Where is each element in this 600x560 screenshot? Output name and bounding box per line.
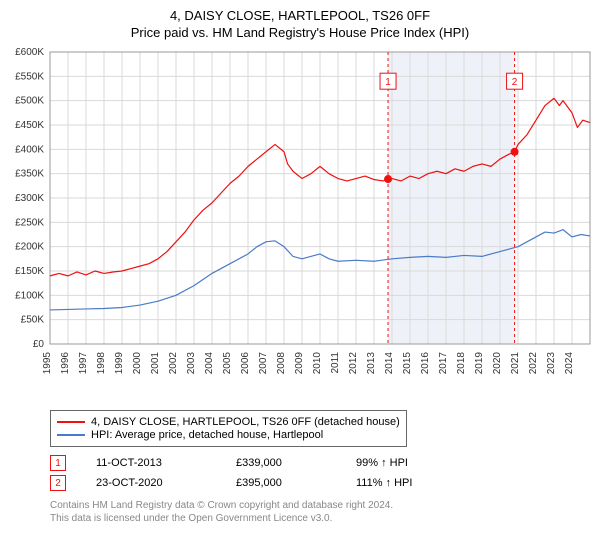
svg-text:2011: 2011	[330, 352, 341, 374]
svg-text:2003: 2003	[186, 352, 197, 375]
svg-text:1: 1	[385, 77, 391, 88]
event-badge: 1	[50, 455, 66, 471]
svg-text:2001: 2001	[150, 352, 161, 375]
svg-text:2018: 2018	[456, 352, 467, 375]
svg-text:2: 2	[512, 77, 518, 88]
event-badge: 2	[50, 475, 66, 491]
legend-label: 4, DAISY CLOSE, HARTLEPOOL, TS26 0FF (de…	[91, 416, 400, 428]
svg-text:£250K: £250K	[15, 217, 44, 228]
svg-text:2024: 2024	[564, 352, 575, 375]
event-date: 23-OCT-2020	[96, 477, 206, 489]
event-row: 1 11-OCT-2013 £339,000 99% ↑ HPI	[50, 455, 592, 471]
svg-text:2000: 2000	[132, 352, 143, 375]
svg-text:£50K: £50K	[21, 315, 45, 326]
svg-text:£100K: £100K	[15, 290, 44, 301]
svg-text:£550K: £550K	[15, 71, 44, 82]
svg-text:£150K: £150K	[15, 266, 44, 277]
event-pct: 99% ↑ HPI	[356, 457, 408, 469]
svg-text:2010: 2010	[312, 352, 323, 375]
legend-box: 4, DAISY CLOSE, HARTLEPOOL, TS26 0FF (de…	[50, 410, 407, 447]
footer-line-1: Contains HM Land Registry data © Crown c…	[50, 499, 592, 512]
svg-text:2019: 2019	[474, 352, 485, 375]
chart-svg: £0 £50K £100K £150K £200K £250K £300K £350K £400…	[0, 44, 600, 404]
svg-text:1996: 1996	[60, 352, 71, 375]
svg-text:£400K: £400K	[15, 144, 44, 155]
event-price: £395,000	[236, 477, 326, 489]
svg-text:£500K: £500K	[15, 96, 44, 107]
svg-text:2004: 2004	[204, 352, 215, 375]
svg-text:2008: 2008	[276, 352, 287, 375]
svg-text:2013: 2013	[366, 352, 377, 375]
event-date: 11-OCT-2013	[96, 457, 206, 469]
legend-row: HPI: Average price, detached house, Hart…	[57, 429, 400, 441]
svg-text:£0: £0	[33, 339, 45, 350]
svg-text:£450K: £450K	[15, 120, 44, 131]
svg-text:£600K: £600K	[15, 47, 44, 58]
svg-text:2006: 2006	[240, 352, 251, 375]
svg-text:£200K: £200K	[15, 242, 44, 253]
event-row: 2 23-OCT-2020 £395,000 111% ↑ HPI	[50, 475, 592, 491]
svg-text:1997: 1997	[78, 352, 89, 375]
svg-text:£350K: £350K	[15, 169, 44, 180]
svg-text:2017: 2017	[438, 352, 449, 375]
svg-text:2023: 2023	[546, 352, 557, 375]
svg-text:2015: 2015	[402, 352, 413, 375]
svg-text:2021: 2021	[510, 352, 521, 375]
chart-container: 4, DAISY CLOSE, HARTLEPOOL, TS26 0FF Pri…	[0, 0, 600, 525]
svg-text:2012: 2012	[348, 352, 359, 375]
svg-text:2020: 2020	[492, 352, 503, 375]
svg-text:£300K: £300K	[15, 193, 44, 204]
svg-text:2014: 2014	[384, 352, 395, 375]
svg-text:2005: 2005	[222, 352, 233, 375]
svg-text:1999: 1999	[114, 352, 125, 375]
svg-text:2009: 2009	[294, 352, 305, 375]
svg-text:1995: 1995	[42, 352, 53, 375]
chart-area: £0 £50K £100K £150K £200K £250K £300K £350K £400…	[0, 44, 600, 404]
title-block: 4, DAISY CLOSE, HARTLEPOOL, TS26 0FF Pri…	[0, 0, 600, 44]
legend-label: HPI: Average price, detached house, Hart…	[91, 429, 323, 441]
events-table: 1 11-OCT-2013 £339,000 99% ↑ HPI 2 23-OCT-202…	[50, 455, 592, 491]
legend-swatch	[57, 421, 85, 423]
title-subtitle: Price paid vs. HM Land Registry's House …	[0, 25, 600, 40]
svg-text:2002: 2002	[168, 352, 179, 375]
event-pct: 111% ↑ HPI	[356, 477, 412, 489]
footer-line-2: This data is licensed under the Open Gov…	[50, 512, 592, 525]
svg-text:2007: 2007	[258, 352, 269, 375]
title-address: 4, DAISY CLOSE, HARTLEPOOL, TS26 0FF	[0, 8, 600, 23]
legend-swatch	[57, 434, 85, 436]
svg-text:2016: 2016	[420, 352, 431, 375]
event-price: £339,000	[236, 457, 326, 469]
svg-text:2022: 2022	[528, 352, 539, 375]
footer-attribution: Contains HM Land Registry data © Crown c…	[50, 499, 592, 525]
legend-row: 4, DAISY CLOSE, HARTLEPOOL, TS26 0FF (de…	[57, 416, 400, 428]
svg-text:1998: 1998	[96, 352, 107, 375]
